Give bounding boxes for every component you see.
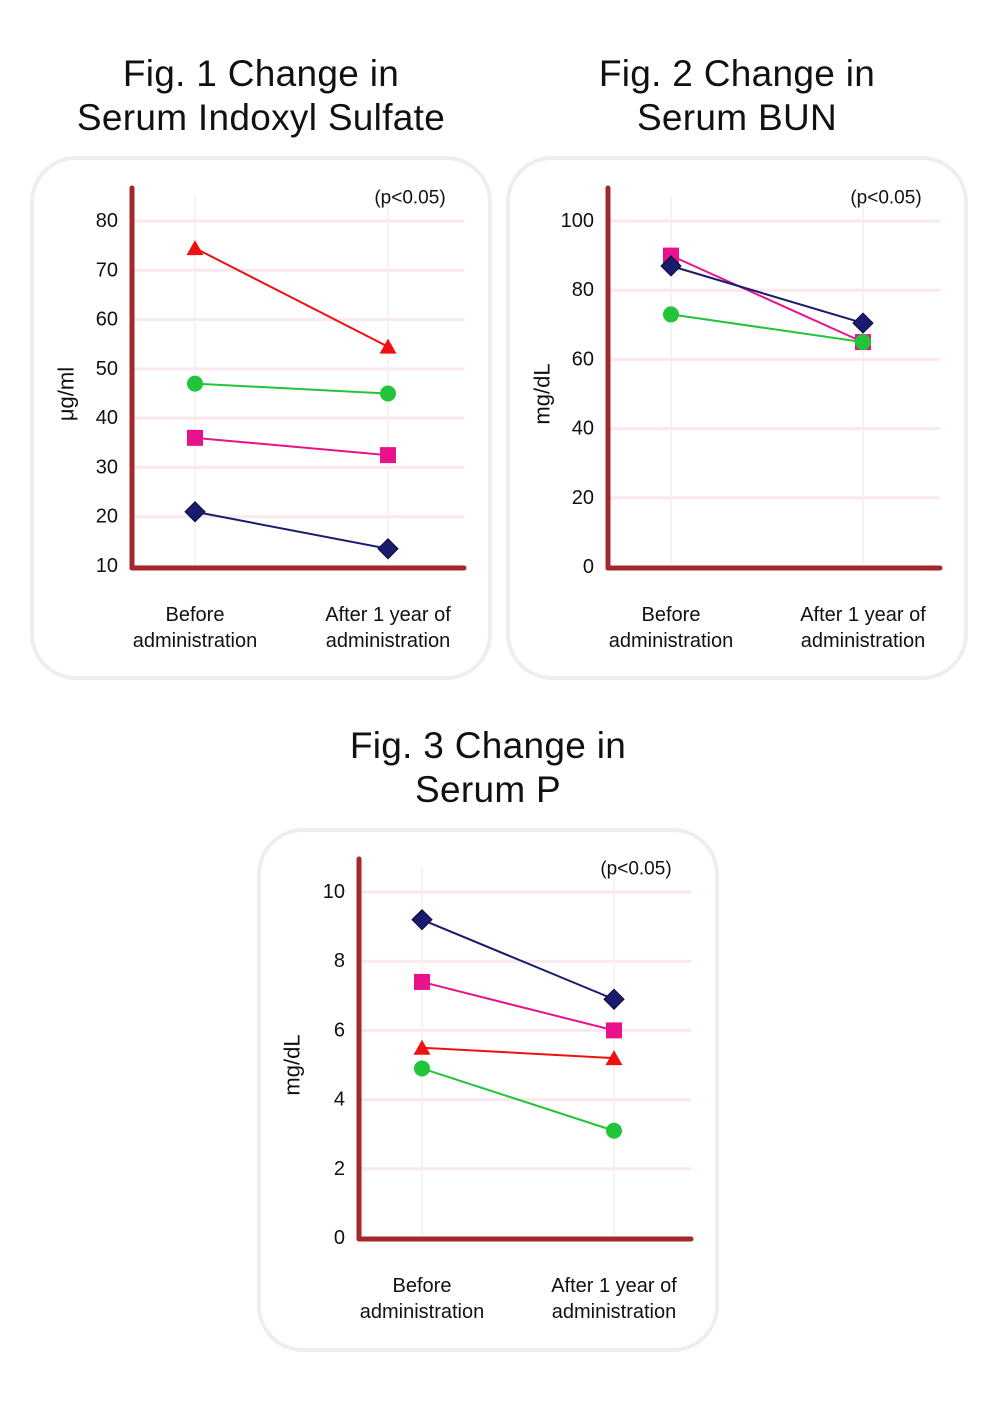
fig1-y-tick-label: 80 [96, 210, 118, 232]
fig2-title-line2: Serum BUN [636, 97, 838, 138]
fig2-title: Fig. 2 Change in Serum BUN [506, 52, 968, 140]
fig2-circle-marker [663, 306, 679, 323]
fig2-diamond-marker [660, 255, 682, 277]
fig2-diamond-marker [852, 312, 874, 334]
fig1-y-tick-label: 10 [96, 555, 118, 577]
fig1-y-tick-label: 20 [96, 506, 118, 528]
fig3-y-tick-label: 4 [334, 1089, 345, 1111]
fig2-y-tick-label: 100 [561, 210, 594, 232]
fig3-series-triangle-line [421, 1046, 615, 1060]
fig1-diamond-marker [184, 501, 206, 523]
fig3-title: Fig. 3 Change in Serum P [257, 724, 719, 812]
fig2-series-circle-line [670, 313, 864, 344]
fig1-category-label: Before [166, 604, 225, 626]
fig3-y-tick-label: 10 [323, 881, 345, 903]
fig3-plot: 0 2 4 6 8 10 mg/dL Before administration After 1 … [280, 856, 694, 1323]
fig2-series-square-line [670, 254, 864, 344]
fig1-y-tick-label: 30 [96, 456, 118, 478]
fig2-card [506, 156, 968, 680]
fig1-title-line2: Serum Indoxyl Sulfate [76, 97, 446, 138]
fig3-y-tick-label: 6 [334, 1019, 345, 1041]
fig3-p-value-note: (p<0.05) [600, 859, 671, 880]
fig3-y-axis-label: mg/dL [280, 1034, 305, 1095]
fig3-title-line2: Serum P [414, 769, 562, 810]
fig1-triangle-marker [186, 240, 204, 256]
fig2-y-tick-label: 80 [572, 279, 594, 301]
fig3-y-tick-label: 0 [334, 1227, 345, 1249]
fig3-category-label: Before [393, 1275, 452, 1297]
fig2-y-tick-label: 40 [572, 418, 594, 440]
fig2-circle-marker [855, 334, 871, 351]
fig1-y-tick-label: 60 [96, 309, 118, 331]
fig3-series-square-line [421, 980, 615, 1032]
fig2-y-tick-label: 20 [572, 487, 594, 509]
fig2-y-tick-label: 60 [572, 348, 594, 370]
fig3-y-tick-label: 2 [334, 1158, 345, 1180]
fig3-title-line1: Fig. 3 Change in [349, 725, 627, 766]
fig1-series-square-line [194, 436, 389, 457]
fig1-p-value-note: (p<0.05) [374, 188, 445, 209]
fig3-category-label: administration [360, 1301, 485, 1323]
fig1-y-tick-label: 50 [96, 358, 118, 380]
fig1-category-label: administration [326, 630, 451, 652]
fig3-square-marker [414, 973, 430, 990]
fig3-category-label: administration [552, 1301, 677, 1323]
fig2-category-label: Before [642, 604, 701, 626]
fig1-series-triangle-line [194, 247, 389, 348]
fig1-square-marker [380, 447, 396, 464]
fig1-series-circle-line [194, 382, 389, 395]
fig2-y-tick-label: 0 [583, 556, 594, 578]
fig1-diamond-marker [377, 538, 399, 560]
fig1-category-label: administration [133, 630, 258, 652]
fig2-category-label: After 1 year of [800, 604, 926, 626]
fig1-category-label: After 1 year of [325, 604, 451, 626]
fig2-p-value-note: (p<0.05) [850, 188, 921, 209]
fig1-y-axis-label: μg/ml [54, 367, 79, 421]
fig2-title-line1: Fig. 2 Change in [598, 53, 876, 94]
fig1-triangle-marker [379, 338, 397, 354]
fig3-square-marker [606, 1022, 622, 1039]
fig2-category-label: administration [609, 630, 734, 652]
fig3-diamond-marker [603, 988, 625, 1010]
fig3-y-tick-label: 8 [334, 950, 345, 972]
fig3-triangle-marker [413, 1039, 431, 1055]
fig1-y-tick-label: 40 [96, 407, 118, 429]
fig2-category-label: administration [801, 630, 926, 652]
fig1-title: Fig. 1 Change in Serum Indoxyl Sulfate [30, 52, 492, 140]
fig3-circle-marker [606, 1122, 622, 1139]
fig2-series-diamond-line [670, 265, 864, 325]
fig3-circle-marker [414, 1060, 430, 1077]
fig1-circle-marker [380, 385, 396, 402]
fig1-plot: 10 20 30 40 50 60 70 80 μg/ml Before administratio… [54, 185, 467, 652]
fig1-title-line1: Fig. 1 Change in [122, 53, 400, 94]
fig3-category-label: After 1 year of [551, 1275, 677, 1297]
fig3-triangle-marker [605, 1050, 623, 1066]
fig1-series-diamond-line [194, 510, 389, 550]
fig2-plot: 0 20 40 60 80 100 mg/dL Before administration Aft… [530, 185, 943, 652]
fig3-series-circle-line [421, 1067, 615, 1132]
fig1-square-marker [187, 429, 203, 446]
fig2-y-axis-label: mg/dL [530, 363, 555, 424]
fig1-y-tick-label: 70 [96, 259, 118, 281]
fig1-circle-marker [187, 375, 203, 392]
fig3-series-diamond-line [421, 918, 615, 1001]
fig3-diamond-marker [411, 908, 433, 931]
